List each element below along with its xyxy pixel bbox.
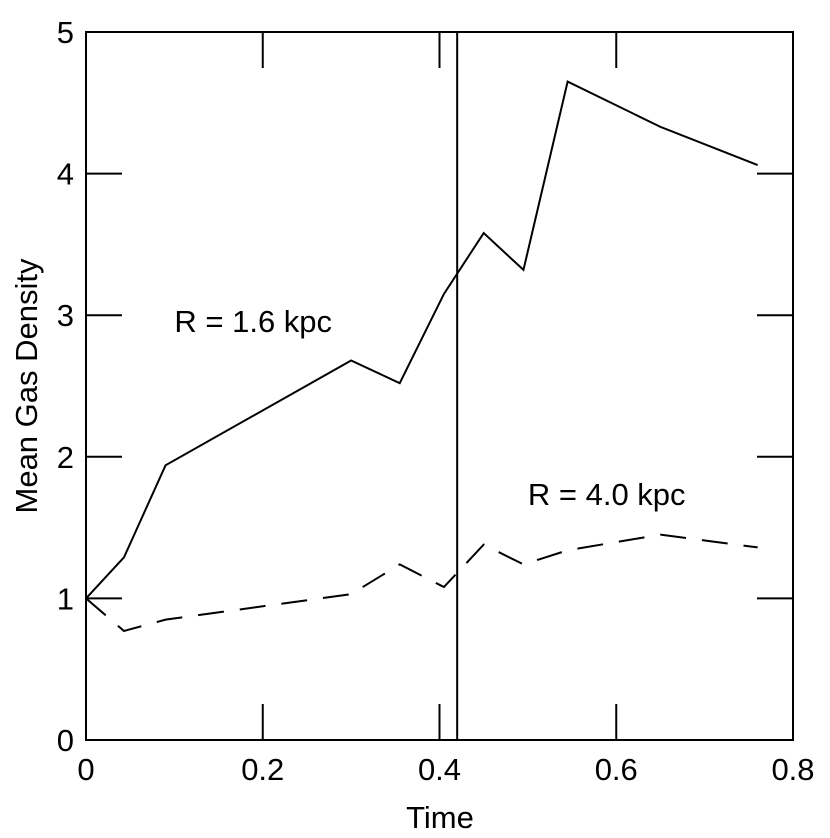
data-point [351, 594, 352, 595]
data-point [523, 269, 524, 270]
y-axis-title: Mean Gas Density [9, 258, 44, 513]
data-point [483, 233, 484, 234]
data-point [165, 619, 166, 620]
data-point [351, 360, 352, 361]
data-point [443, 587, 444, 588]
series [85, 32, 759, 740]
data-point [124, 630, 125, 631]
labels: Time Mean Gas Density [9, 258, 474, 835]
data-point [124, 557, 125, 558]
data-point [660, 126, 661, 127]
x-tick-label: 0.8 [771, 752, 814, 787]
data-point [660, 534, 661, 535]
data-point [757, 165, 758, 166]
annotations: R = 1.6 kpc R = 4.0 kpc [174, 304, 685, 512]
data-point [165, 465, 166, 466]
x-tick-label: 0.2 [241, 752, 284, 787]
series-line-r-1-6-kpc [85, 80, 759, 600]
x-axis-title: Time [406, 800, 474, 835]
series-line-r-4-0-kpc [85, 533, 758, 633]
annotation-r-4-0-kpc: R = 4.0 kpc [528, 477, 686, 512]
x-tick-label: 0 [77, 752, 94, 787]
x-tick-label: 0.4 [418, 752, 461, 787]
data-point [399, 564, 400, 565]
data-point [483, 544, 484, 545]
y-tick-label: 5 [57, 15, 74, 50]
annotation-r-1-6-kpc: R = 1.6 kpc [174, 304, 332, 339]
data-point [567, 81, 568, 82]
data-point [443, 293, 444, 294]
y-tick-label: 0 [57, 723, 74, 758]
y-tick-label: 4 [57, 157, 74, 192]
data-point [757, 547, 758, 548]
data-point [399, 383, 400, 384]
y-tick-label: 1 [57, 581, 74, 616]
ticks: 0 0.2 0.4 0.6 0.8 0 1 2 3 4 5 [57, 15, 815, 787]
y-tick-label: 3 [57, 298, 74, 333]
data-point [567, 550, 568, 551]
data-point [86, 598, 87, 599]
y-tick-label: 2 [57, 440, 74, 475]
data-point [523, 564, 524, 565]
x-tick-label: 0.6 [595, 752, 638, 787]
